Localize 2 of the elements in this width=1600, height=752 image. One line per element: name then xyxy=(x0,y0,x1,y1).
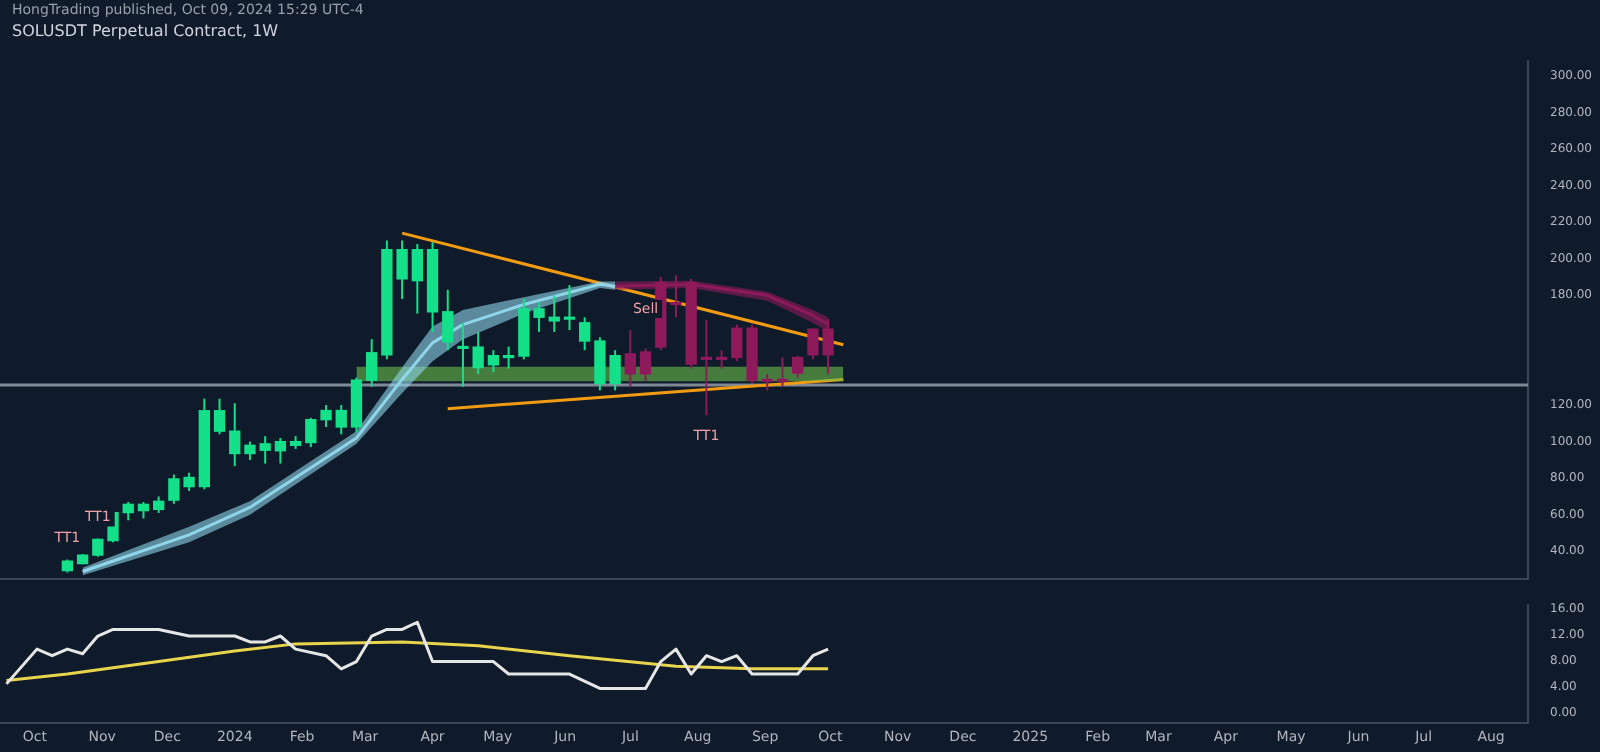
chart-title: SOLUSDT Perpetual Contract, 1W xyxy=(12,20,281,44)
candlestick xyxy=(533,301,545,333)
